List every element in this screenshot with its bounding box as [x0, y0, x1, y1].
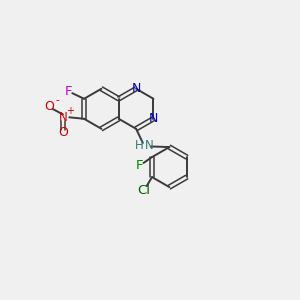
Text: O: O	[58, 126, 68, 139]
Text: N: N	[149, 112, 158, 125]
Text: N: N	[58, 111, 67, 124]
Text: F: F	[136, 159, 143, 172]
Text: N: N	[131, 82, 141, 95]
Text: F: F	[65, 85, 73, 98]
Text: -: -	[55, 94, 59, 105]
Text: Cl: Cl	[137, 184, 150, 197]
Text: N: N	[145, 140, 154, 152]
Text: O: O	[44, 100, 54, 112]
Text: H: H	[135, 140, 143, 152]
Text: +: +	[66, 106, 74, 116]
